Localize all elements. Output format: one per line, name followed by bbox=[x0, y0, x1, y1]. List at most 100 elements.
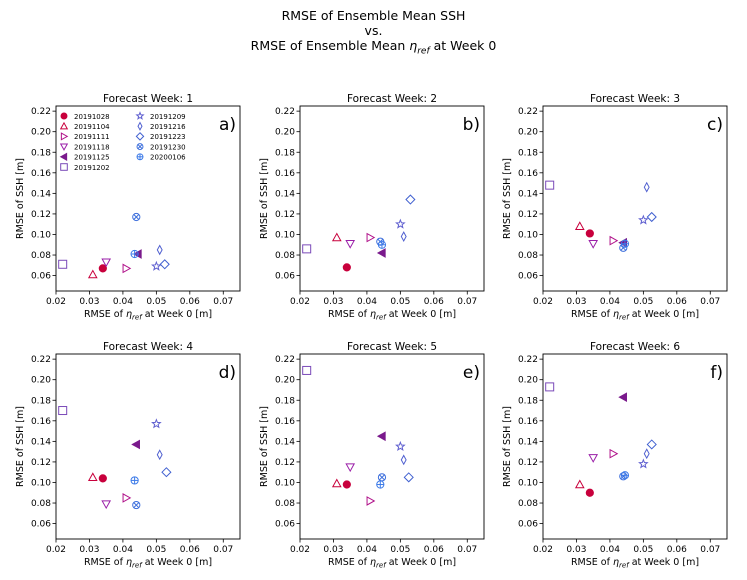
y-tick-label: 0.08 bbox=[275, 251, 295, 261]
point-20191223 bbox=[646, 211, 657, 223]
point-20191223 bbox=[161, 467, 172, 478]
panel-2: Forecast Week: 2 b) 0.02 0.03 0.04 0.05 0.06 0.… bbox=[259, 93, 485, 322]
point-20191125 bbox=[376, 431, 386, 442]
point-20191216 bbox=[400, 231, 407, 242]
point-20191216 bbox=[400, 454, 407, 466]
y-tick-label: 0.18 bbox=[518, 396, 538, 406]
y-tick-label: 0.06 bbox=[31, 272, 51, 282]
point-20191216 bbox=[156, 449, 163, 461]
point-20191111 bbox=[122, 493, 132, 503]
x-tick-label: 0.02 bbox=[46, 297, 66, 307]
legend-marker-20191111 bbox=[60, 132, 69, 141]
x-tick-label: 0.03 bbox=[566, 545, 586, 555]
point-20200106 bbox=[620, 239, 630, 248]
y-tick-label: 0.14 bbox=[275, 437, 295, 447]
legend-marker-20191230 bbox=[136, 143, 144, 151]
panel-title: Forecast Week: 1 bbox=[103, 93, 193, 105]
point-20191216 bbox=[643, 448, 650, 460]
plot-area bbox=[55, 353, 241, 540]
y-axis-label: RMSE of SSH [m] bbox=[259, 158, 270, 239]
legend-marker-20191028 bbox=[60, 112, 68, 120]
x-tick-label: 0.07 bbox=[213, 297, 233, 307]
x-axis-label-suffix: at Week 0 [m] bbox=[386, 309, 456, 320]
y-tick-label: 0.16 bbox=[31, 169, 51, 179]
legend-marker-20191104 bbox=[59, 121, 69, 130]
point-20191230 bbox=[132, 500, 141, 510]
y-tick-label: 0.18 bbox=[275, 396, 295, 406]
point-20191209 bbox=[151, 418, 162, 429]
y-tick-label: 0.22 bbox=[275, 107, 295, 117]
point-20200106 bbox=[376, 480, 385, 489]
legend-label-20191111: 20191111 bbox=[74, 133, 110, 141]
x-tick-label: 0.04 bbox=[113, 545, 133, 555]
x-axis-label: RMSE of ηref at Week 0 [m] bbox=[571, 557, 699, 570]
y-tick-label: 0.14 bbox=[31, 437, 51, 447]
x-tick-label: 0.04 bbox=[357, 297, 377, 307]
x-tick-label: 0.03 bbox=[323, 545, 343, 555]
y-axis-label: RMSE of SSH [m] bbox=[15, 406, 26, 487]
x-axis-label-eta: η bbox=[613, 557, 619, 568]
point-20191111 bbox=[366, 496, 376, 506]
x-tick-label: 0.03 bbox=[79, 545, 99, 555]
y-tick-label: 0.18 bbox=[31, 148, 51, 158]
x-axis-label-suffix: at Week 0 [m] bbox=[142, 557, 212, 568]
x-axis-label: RMSE of ηref at Week 0 [m] bbox=[328, 557, 456, 570]
y-axis-label: RMSE of SSH [m] bbox=[502, 158, 513, 239]
x-tick-label: 0.07 bbox=[700, 297, 720, 307]
point-20191202 bbox=[302, 244, 312, 254]
panel-6: Forecast Week: 6 f) 0.02 0.03 0.04 0.05 0.06 0.… bbox=[502, 341, 728, 570]
x-tick-label: 0.06 bbox=[180, 545, 200, 555]
legend-marker-20191209 bbox=[135, 111, 145, 120]
y-tick-label: 0.14 bbox=[518, 189, 538, 199]
y-tick-label: 0.18 bbox=[31, 396, 51, 406]
x-axis-label: RMSE of ηref at Week 0 [m] bbox=[571, 309, 699, 322]
x-tick-label: 0.05 bbox=[146, 545, 166, 555]
x-tick-label: 0.07 bbox=[213, 545, 233, 555]
point-20200106 bbox=[620, 471, 630, 480]
y-tick-label: 0.08 bbox=[31, 499, 51, 509]
y-tick-label: 0.12 bbox=[31, 210, 51, 220]
y-tick-label: 0.08 bbox=[518, 251, 538, 261]
y-tick-label: 0.22 bbox=[518, 355, 538, 365]
point-20191216 bbox=[643, 181, 650, 193]
x-tick-label: 0.03 bbox=[566, 297, 586, 307]
point-20191209 bbox=[395, 218, 406, 229]
y-tick-label: 0.08 bbox=[275, 499, 295, 509]
y-axis-label: RMSE of SSH [m] bbox=[259, 406, 270, 487]
x-tick-label: 0.06 bbox=[424, 545, 444, 555]
y-tick-label: 0.10 bbox=[518, 230, 538, 240]
point-20191111 bbox=[366, 232, 376, 243]
point-20191104 bbox=[87, 269, 98, 279]
y-tick-label: 0.10 bbox=[31, 230, 51, 240]
point-20191118 bbox=[588, 240, 599, 249]
y-tick-label: 0.10 bbox=[275, 230, 295, 240]
y-tick-label: 0.16 bbox=[518, 169, 538, 179]
point-20191223 bbox=[403, 472, 414, 483]
panel-label: b) bbox=[463, 115, 480, 135]
y-axis-label: RMSE of SSH [m] bbox=[502, 406, 513, 487]
x-tick-label: 0.02 bbox=[533, 545, 553, 555]
y-tick-label: 0.06 bbox=[275, 520, 295, 530]
x-tick-label: 0.06 bbox=[667, 297, 687, 307]
panel-title: Forecast Week: 5 bbox=[347, 341, 437, 353]
panel-label: c) bbox=[707, 115, 723, 135]
x-axis-label-sub: ref bbox=[132, 314, 143, 322]
x-tick-label: 0.04 bbox=[600, 297, 620, 307]
y-tick-label: 0.18 bbox=[518, 148, 538, 158]
point-20191118 bbox=[101, 500, 112, 510]
y-tick-label: 0.22 bbox=[31, 355, 51, 365]
x-tick-label: 0.04 bbox=[357, 545, 377, 555]
legend-marker-20191118 bbox=[59, 143, 69, 151]
y-tick-label: 0.20 bbox=[275, 376, 295, 386]
y-tick-label: 0.16 bbox=[275, 417, 295, 427]
y-tick-label: 0.14 bbox=[518, 437, 538, 447]
legend-label-20191216: 20191216 bbox=[150, 123, 186, 131]
x-axis-label-suffix: at Week 0 [m] bbox=[629, 557, 699, 568]
plot-area bbox=[299, 105, 485, 292]
plot-area bbox=[542, 353, 728, 540]
x-axis-label-prefix: RMSE of bbox=[571, 557, 613, 568]
point-20191230 bbox=[132, 212, 141, 222]
title-line-1: RMSE of Ensemble Mean SSH bbox=[281, 8, 466, 23]
legend-label-20191223: 20191223 bbox=[150, 133, 186, 141]
point-20191118 bbox=[345, 240, 356, 249]
